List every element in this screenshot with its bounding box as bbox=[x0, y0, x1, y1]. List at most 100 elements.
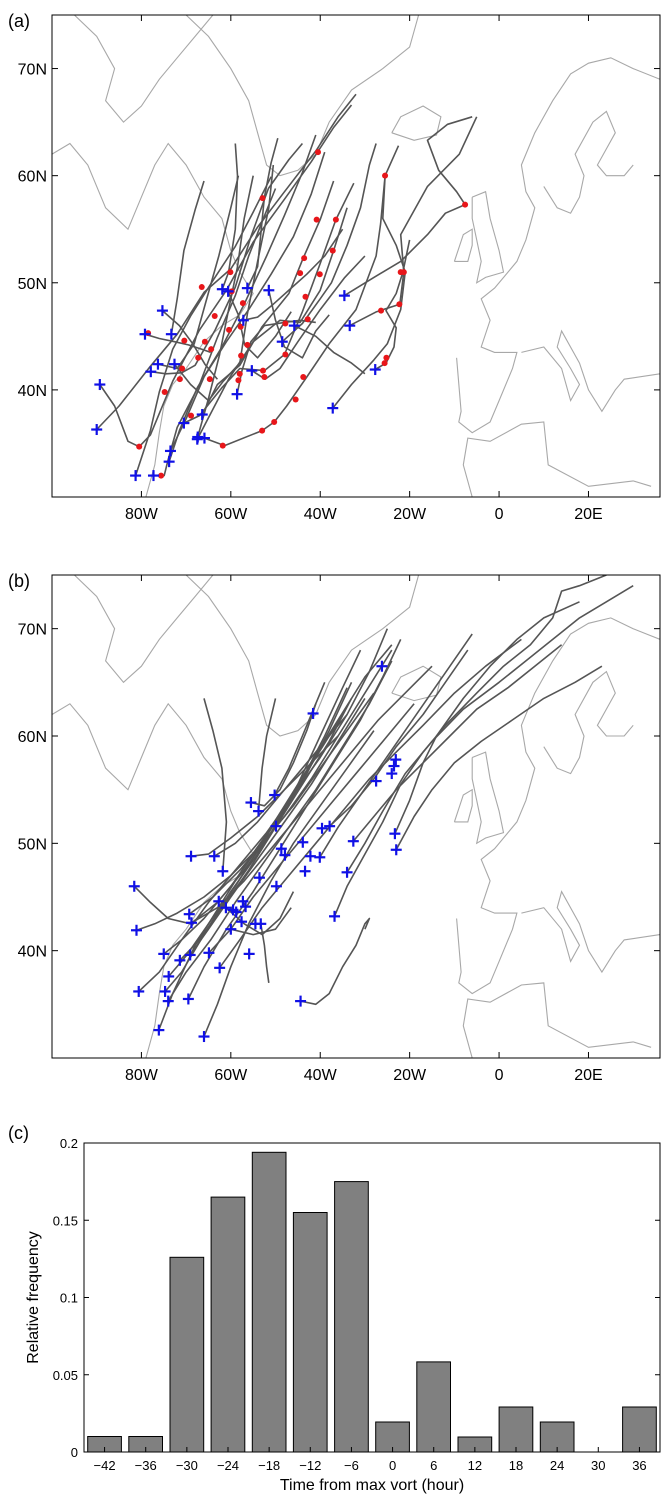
track-point-marker bbox=[282, 320, 289, 327]
storm-track bbox=[167, 660, 393, 1002]
track-point-marker bbox=[201, 338, 208, 345]
coastline bbox=[391, 665, 442, 702]
track-start-marker bbox=[307, 707, 319, 719]
track-start-marker bbox=[147, 470, 159, 482]
track-start-marker bbox=[196, 409, 208, 421]
track-start-marker bbox=[288, 320, 300, 332]
storm-track bbox=[257, 698, 277, 812]
x-tick-label: −36 bbox=[135, 1458, 157, 1473]
track-point-marker bbox=[282, 351, 289, 358]
track-start-marker bbox=[130, 924, 142, 936]
storm-track bbox=[208, 703, 415, 954]
track-start-marker bbox=[128, 880, 140, 892]
track-start-marker bbox=[297, 836, 309, 848]
bar bbox=[292, 1212, 328, 1453]
track-start-marker bbox=[236, 916, 248, 928]
bar bbox=[622, 1406, 657, 1453]
track-point-marker bbox=[297, 270, 304, 277]
storm-track bbox=[227, 290, 292, 359]
track-start-marker bbox=[299, 865, 311, 877]
track-start-marker bbox=[153, 1024, 165, 1036]
track-start-marker bbox=[263, 284, 275, 296]
x-tick-label: 80W bbox=[125, 1067, 159, 1084]
coastline bbox=[185, 15, 420, 177]
coastline bbox=[471, 751, 505, 845]
track-point-marker bbox=[304, 316, 311, 323]
track-start-marker bbox=[178, 417, 190, 429]
x-tick-label: 0 bbox=[389, 1458, 396, 1473]
track-point-marker bbox=[237, 323, 244, 330]
track-start-marker bbox=[304, 850, 316, 862]
track-start-marker bbox=[338, 290, 350, 302]
x-tick-label: −18 bbox=[258, 1458, 280, 1473]
track-point-marker bbox=[188, 412, 195, 419]
storm-track bbox=[268, 290, 330, 359]
storm-track bbox=[187, 639, 402, 1000]
track-point-marker bbox=[238, 352, 245, 359]
x-axis-label: Time from max vort (hour) bbox=[280, 1477, 464, 1494]
panel-label: (b) bbox=[8, 571, 30, 591]
track-start-marker bbox=[270, 820, 282, 832]
track-start-marker bbox=[231, 388, 243, 400]
coastline bbox=[462, 421, 652, 497]
bar bbox=[498, 1406, 534, 1453]
track-start-marker bbox=[347, 835, 359, 847]
coastline bbox=[543, 670, 634, 775]
track-point-marker bbox=[396, 301, 403, 308]
x-tick-label: 12 bbox=[468, 1458, 482, 1473]
map-panel-b: 80W 60W 40W 20W 0 20E 40N 50N 60N 70N (b) bbox=[8, 571, 661, 1084]
y-tick-label: 60N bbox=[18, 729, 47, 746]
storm-track bbox=[319, 633, 473, 858]
track-start-marker bbox=[94, 379, 106, 391]
track-start-marker bbox=[270, 880, 282, 892]
track-start-marker bbox=[198, 1031, 210, 1043]
track-start-marker bbox=[253, 872, 265, 884]
track-start-marker bbox=[214, 962, 226, 974]
map-plot-area bbox=[52, 15, 660, 497]
coastline bbox=[521, 890, 660, 974]
track-point-marker bbox=[462, 201, 469, 208]
track-point-marker bbox=[382, 172, 389, 179]
storm-track bbox=[329, 649, 469, 827]
storm-track bbox=[300, 917, 371, 1006]
track-start-marker bbox=[162, 995, 174, 1007]
track-start-marker bbox=[158, 948, 170, 960]
storm-track bbox=[133, 649, 362, 925]
storm-track bbox=[293, 324, 366, 375]
coastline bbox=[456, 57, 660, 434]
track-point-marker bbox=[179, 365, 186, 372]
storm-track bbox=[273, 681, 326, 796]
storm-track bbox=[191, 665, 433, 924]
y-axis-label: Relative frequency bbox=[25, 1231, 42, 1364]
y-tick-label: 0.2 bbox=[60, 1136, 78, 1151]
track-point-marker bbox=[302, 293, 309, 300]
track-start-marker bbox=[163, 456, 175, 468]
track-point-marker bbox=[176, 376, 183, 383]
track-point-marker bbox=[332, 216, 339, 223]
storm-track bbox=[96, 93, 357, 431]
track-start-marker bbox=[324, 820, 336, 832]
y-tick-label: 60N bbox=[18, 169, 47, 186]
track-point-marker bbox=[206, 376, 213, 383]
track-point-marker bbox=[181, 337, 188, 344]
track-point-marker bbox=[219, 442, 226, 449]
coastline bbox=[543, 110, 634, 214]
track-point-marker bbox=[235, 377, 242, 384]
track-point-marker bbox=[198, 284, 205, 291]
track-start-marker bbox=[163, 970, 175, 982]
track-start-marker bbox=[185, 917, 197, 929]
track-point-marker bbox=[261, 374, 268, 381]
storm-track bbox=[243, 228, 344, 322]
track-start-marker bbox=[168, 358, 180, 370]
track-start-marker bbox=[314, 851, 326, 863]
x-tick-label: 20W bbox=[393, 506, 427, 523]
x-tick-label: 20W bbox=[393, 1067, 427, 1084]
x-tick-label: 24 bbox=[550, 1458, 564, 1473]
storm-track bbox=[218, 638, 522, 969]
track-start-marker bbox=[185, 850, 197, 862]
track-start-marker bbox=[246, 365, 258, 377]
storm-track bbox=[346, 585, 634, 873]
track-point-marker bbox=[136, 443, 143, 450]
track-start-marker bbox=[327, 402, 339, 414]
